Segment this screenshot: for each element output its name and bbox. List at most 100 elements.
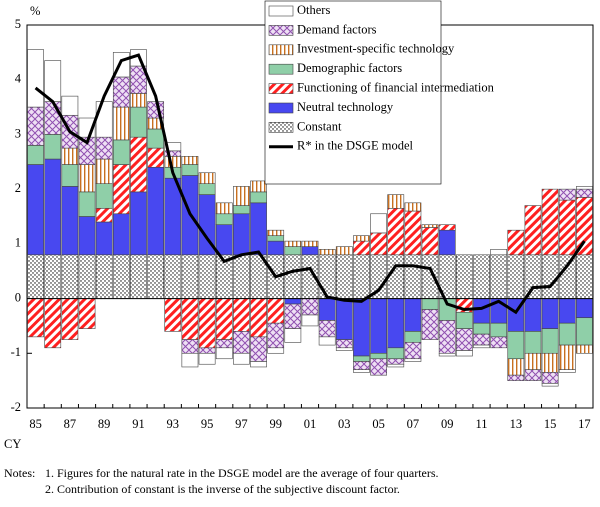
x-tick-label: 09 [441, 417, 454, 431]
bar-segment [387, 194, 405, 209]
bar-segment [284, 240, 302, 247]
legend: Others Demand factors Investment-specific … [264, 0, 495, 185]
bar-segment [95, 101, 113, 138]
bar-segment [335, 254, 353, 299]
bar-segment [387, 207, 405, 256]
bar-segment [353, 369, 370, 373]
x-tick-label: 03 [338, 417, 351, 431]
bar-segment [284, 303, 302, 329]
bar-segment [233, 298, 250, 332]
bar-segment [181, 352, 199, 368]
bar-segment [27, 49, 44, 108]
bar-segment [250, 298, 267, 338]
legend-label: Neutral technology [297, 100, 394, 114]
bar-segment [576, 254, 593, 299]
bar-segment [164, 142, 182, 152]
bar-segment [95, 207, 113, 223]
bar-segment [558, 298, 576, 324]
bar-segment [215, 339, 233, 349]
y-tick-label: 2 [15, 181, 21, 195]
y-unit: % [30, 4, 40, 18]
bar-segment [284, 298, 302, 305]
bar-segment [370, 358, 387, 376]
bar-segment [387, 363, 405, 368]
bar-segment [267, 235, 285, 242]
x-tick-label: 11 [475, 417, 487, 431]
legend-label: Demographic factors [297, 61, 402, 75]
bar-segment [576, 317, 593, 346]
bar-segment [541, 188, 559, 256]
bar-segment [233, 331, 250, 354]
bar-segment [27, 298, 44, 338]
bar-segment [27, 106, 44, 146]
bar-segment [233, 254, 250, 299]
bar-segment [250, 336, 267, 362]
bar-segment [112, 164, 130, 215]
x-tick-label: 13 [510, 417, 523, 431]
bar-segment [438, 224, 456, 231]
bar-segment [335, 246, 353, 256]
bar-segment [130, 106, 147, 138]
bar-segment [558, 188, 576, 201]
bar-segment [198, 298, 216, 349]
bar-segment [284, 246, 302, 256]
bar-segment [387, 254, 405, 299]
y-tick-label: 1 [15, 236, 21, 250]
legend-label: R* in the DSGE model [297, 139, 413, 153]
bar-segment [44, 158, 62, 256]
legend-label: Demand factors [297, 22, 377, 36]
bar-segment [318, 254, 336, 299]
bar-segment [130, 136, 147, 193]
bar-segment [44, 254, 62, 299]
bar-segment [473, 254, 490, 299]
bar-segment [353, 361, 370, 371]
x-tick-label: 91 [132, 417, 145, 431]
bar-segment [576, 197, 593, 256]
bar-segment [335, 298, 353, 340]
bar-segment [438, 352, 456, 357]
bar-segment [558, 344, 576, 371]
bar-segment [27, 145, 44, 165]
bar-segment [576, 186, 593, 190]
bar-segment [421, 227, 439, 256]
bar-segment [318, 320, 336, 338]
legend-label: Others [297, 3, 330, 17]
bar-segment [541, 298, 559, 329]
y-tick-label: 3 [15, 126, 21, 140]
bar-segment [181, 339, 199, 354]
bar-segment [95, 183, 113, 209]
x-tick-label: 01 [304, 417, 317, 431]
bar-segment [387, 358, 405, 365]
bar-segment [404, 331, 422, 343]
bar-segment [95, 221, 113, 256]
bar-segment [370, 213, 387, 234]
bar-segment [353, 240, 370, 256]
legend-label: Investment-specific technology [297, 42, 455, 56]
bar-segment [318, 249, 336, 256]
bar-segment [61, 95, 79, 116]
bar-segment [404, 358, 422, 362]
y-tick-label: 0 [15, 290, 21, 304]
bar-segment [181, 298, 199, 340]
bar-segment [78, 254, 96, 299]
bar-segment [215, 213, 233, 226]
x-tick-label: 05 [372, 417, 385, 431]
bar-segment [164, 298, 182, 332]
legend-label: Constant [297, 119, 342, 133]
bar-segment [370, 298, 387, 354]
bar-segment [250, 180, 267, 193]
legend-swatch [268, 5, 294, 17]
x-tick-label: 07 [407, 417, 420, 431]
legend-swatch [268, 44, 294, 56]
bar-segment [95, 254, 113, 299]
bar-segment [404, 202, 422, 212]
bar-segment [507, 254, 525, 299]
bar-segment [318, 298, 336, 321]
x-tick-label: 15 [544, 417, 557, 431]
bar-segment [558, 199, 576, 256]
x-tick-label: 87 [64, 417, 77, 431]
bar-segment [112, 213, 130, 256]
bar-segment [576, 188, 593, 198]
bar-segment [301, 314, 319, 327]
